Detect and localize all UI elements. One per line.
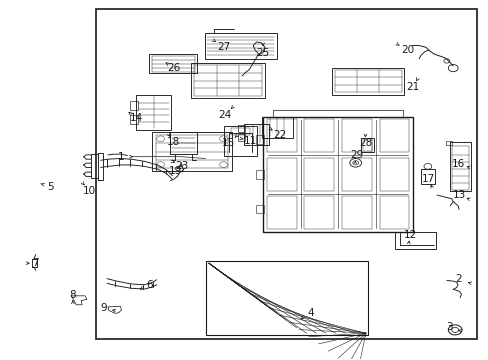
Bar bbox=[266, 120, 296, 152]
Bar bbox=[331, 68, 404, 95]
Bar bbox=[341, 196, 371, 229]
Bar bbox=[360, 138, 373, 152]
Bar bbox=[190, 63, 264, 98]
Text: 29: 29 bbox=[349, 150, 363, 160]
Bar bbox=[304, 158, 333, 191]
Text: 14: 14 bbox=[129, 113, 142, 123]
Text: 3: 3 bbox=[445, 322, 452, 332]
Text: 25: 25 bbox=[256, 48, 269, 58]
Text: 8: 8 bbox=[69, 291, 76, 301]
Text: 9: 9 bbox=[101, 303, 107, 313]
Text: 17: 17 bbox=[421, 174, 434, 184]
Bar bbox=[152, 56, 194, 72]
Text: 4: 4 bbox=[306, 308, 313, 318]
Bar bbox=[224, 126, 257, 156]
Bar bbox=[255, 170, 264, 179]
Text: 5: 5 bbox=[47, 182, 54, 192]
Bar bbox=[152, 132, 232, 171]
Text: 7: 7 bbox=[32, 258, 39, 268]
Bar bbox=[341, 158, 371, 191]
Text: 24: 24 bbox=[218, 110, 231, 120]
Bar bbox=[341, 120, 371, 152]
Bar bbox=[451, 146, 468, 190]
Bar bbox=[362, 140, 371, 150]
Text: 13: 13 bbox=[451, 190, 465, 200]
Bar bbox=[379, 120, 408, 152]
Bar bbox=[237, 125, 244, 132]
Text: 23: 23 bbox=[175, 161, 188, 171]
Text: 18: 18 bbox=[167, 138, 180, 147]
Text: 26: 26 bbox=[167, 63, 180, 73]
Bar bbox=[449, 142, 470, 192]
Bar bbox=[446, 140, 451, 145]
Bar bbox=[420, 169, 434, 184]
Bar bbox=[266, 158, 296, 191]
Bar bbox=[96, 9, 476, 338]
Text: 19: 19 bbox=[168, 166, 182, 176]
Bar bbox=[304, 120, 333, 152]
Bar bbox=[394, 231, 435, 249]
Bar bbox=[304, 196, 333, 229]
Bar bbox=[263, 117, 412, 232]
Bar bbox=[130, 101, 138, 110]
Bar bbox=[204, 33, 276, 59]
Bar bbox=[193, 65, 262, 96]
Text: 20: 20 bbox=[401, 45, 413, 55]
Bar bbox=[255, 204, 264, 213]
Bar bbox=[243, 124, 268, 145]
Text: 15: 15 bbox=[222, 139, 235, 148]
Text: 16: 16 bbox=[450, 159, 464, 169]
Bar bbox=[136, 95, 171, 130]
Bar bbox=[379, 196, 408, 229]
Text: 2: 2 bbox=[455, 274, 462, 284]
Bar bbox=[156, 135, 228, 168]
Bar bbox=[334, 70, 401, 93]
Text: 27: 27 bbox=[217, 42, 230, 51]
Text: 10: 10 bbox=[82, 186, 96, 197]
Bar bbox=[170, 132, 197, 154]
Bar bbox=[255, 135, 264, 144]
Bar bbox=[266, 196, 296, 229]
Bar bbox=[149, 54, 197, 73]
Text: 12: 12 bbox=[403, 230, 416, 239]
Text: 11: 11 bbox=[243, 136, 257, 145]
Bar bbox=[130, 116, 138, 125]
Text: 22: 22 bbox=[272, 130, 285, 140]
Bar bbox=[261, 117, 293, 138]
Text: 1: 1 bbox=[118, 152, 124, 162]
Bar bbox=[206, 261, 367, 335]
Bar bbox=[231, 128, 249, 135]
Text: 6: 6 bbox=[146, 280, 152, 290]
Text: 21: 21 bbox=[405, 82, 419, 93]
Bar bbox=[272, 110, 403, 117]
Bar bbox=[237, 134, 244, 141]
Bar bbox=[379, 158, 408, 191]
Text: 28: 28 bbox=[358, 139, 371, 148]
